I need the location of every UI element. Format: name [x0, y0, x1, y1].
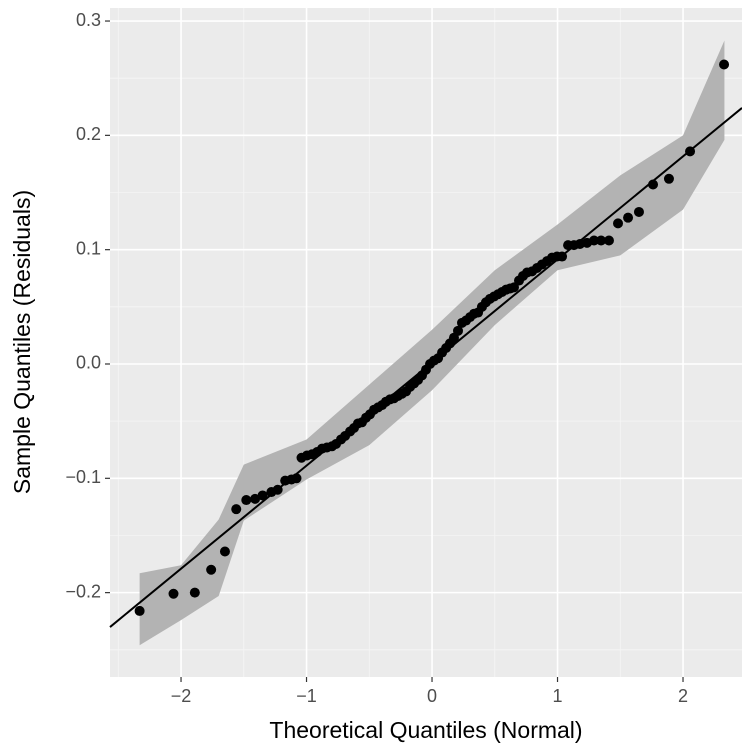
point: [633, 206, 644, 217]
x-tick-label: −2: [171, 686, 192, 706]
point: [596, 235, 607, 246]
confidence-band: [139, 40, 725, 646]
point: [250, 493, 261, 504]
point: [685, 146, 696, 157]
point: [453, 325, 464, 336]
point: [613, 218, 624, 229]
point: [663, 173, 674, 184]
y-tick-label: −0.1: [65, 467, 101, 487]
point: [557, 251, 568, 262]
point: [231, 504, 242, 515]
point: [168, 588, 179, 599]
point: [206, 564, 217, 575]
point: [291, 473, 302, 484]
point: [508, 282, 519, 293]
x-tick-label: 2: [678, 686, 688, 706]
x-tick-label: 1: [553, 686, 563, 706]
point: [623, 212, 634, 223]
y-tick-label: 0.1: [76, 238, 101, 258]
y-tick-label: 0.0: [76, 353, 101, 373]
y-tick-label: 0.2: [76, 124, 101, 144]
point: [134, 605, 145, 616]
point: [189, 587, 200, 598]
point: [648, 179, 659, 190]
point: [272, 484, 283, 495]
point: [589, 235, 600, 246]
point: [603, 235, 614, 246]
point: [241, 495, 252, 506]
point: [219, 546, 230, 557]
y-axis-title: Sample Quantiles (Residuals): [9, 190, 35, 494]
y-tick-label: −0.2: [65, 581, 101, 601]
point: [719, 59, 730, 70]
point: [257, 490, 268, 501]
y-tick-label: 0.3: [76, 10, 101, 30]
x-tick-label: 0: [427, 686, 437, 706]
x-tick-label: −1: [296, 686, 317, 706]
x-axis-title: Theoretical Quantiles (Normal): [269, 717, 582, 743]
